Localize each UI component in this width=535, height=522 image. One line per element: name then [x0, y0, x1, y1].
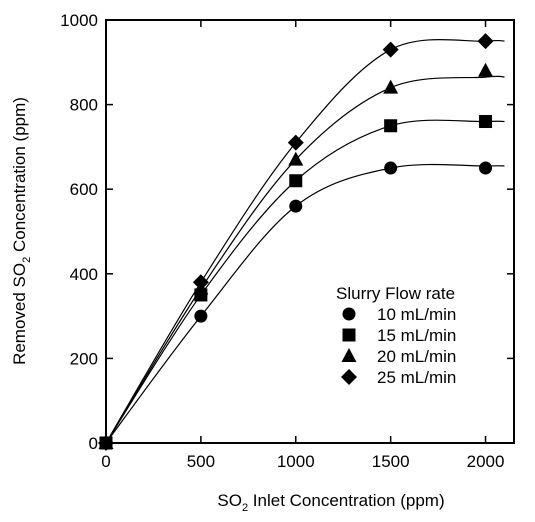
legend-marker-square	[342, 328, 356, 342]
point-triangle	[478, 62, 494, 77]
data-points	[98, 33, 494, 451]
fit-curve-triangle	[105, 75, 505, 444]
legend-label: 25 mL/min	[377, 368, 456, 387]
plot-border	[105, 19, 515, 444]
legend-label: 15 mL/min	[377, 326, 456, 345]
point-diamond	[192, 274, 209, 291]
point-circle	[384, 161, 398, 175]
x-axis-title: SO2 Inlet Concentration (ppm)	[217, 491, 444, 514]
fit-curve-square	[105, 119, 505, 444]
legend: Slurry Flow rate 10 mL/min 15 mL/min 20 mL…	[336, 284, 456, 387]
y-axis-title: Removed SO2 Concentration (ppm)	[10, 97, 33, 365]
plot-frame	[105, 19, 515, 444]
legend-label: 10 mL/min	[377, 305, 456, 324]
point-diamond	[98, 435, 114, 451]
fit-curve-circle	[105, 163, 505, 444]
legend-marker-triangle	[341, 348, 357, 362]
point-circle	[289, 199, 303, 213]
point-diamond	[382, 41, 399, 58]
x-tick-label: 0	[101, 452, 110, 471]
point-circle	[479, 161, 493, 175]
x-tick-label: 2000	[467, 452, 505, 471]
y-tick-label: 0	[89, 434, 98, 453]
y-tick-label: 600	[70, 180, 98, 199]
point-square	[384, 119, 398, 133]
x-tick-label: 1000	[277, 452, 315, 471]
point-triangle	[288, 151, 304, 166]
x-tick-label: 500	[187, 452, 215, 471]
y-tick-label: 1000	[60, 11, 98, 30]
legend-marker-diamond	[341, 369, 357, 385]
legend-title: Slurry Flow rate	[336, 284, 455, 303]
axis-ticks: 0 500 1000 1500 2000 0 200 400 600 800 1000	[60, 11, 514, 471]
legend-marker-circle	[342, 307, 356, 321]
y-tick-label: 800	[70, 96, 98, 115]
point-circle	[194, 309, 208, 323]
point-diamond	[287, 134, 304, 151]
point-triangle	[383, 79, 399, 94]
point-square	[289, 174, 303, 188]
y-tick-label: 400	[70, 265, 98, 284]
y-tick-label: 200	[70, 349, 98, 368]
point-square	[479, 115, 493, 129]
x-tick-label: 1500	[372, 452, 410, 471]
legend-label: 20 mL/min	[377, 347, 456, 366]
point-diamond	[477, 33, 494, 50]
